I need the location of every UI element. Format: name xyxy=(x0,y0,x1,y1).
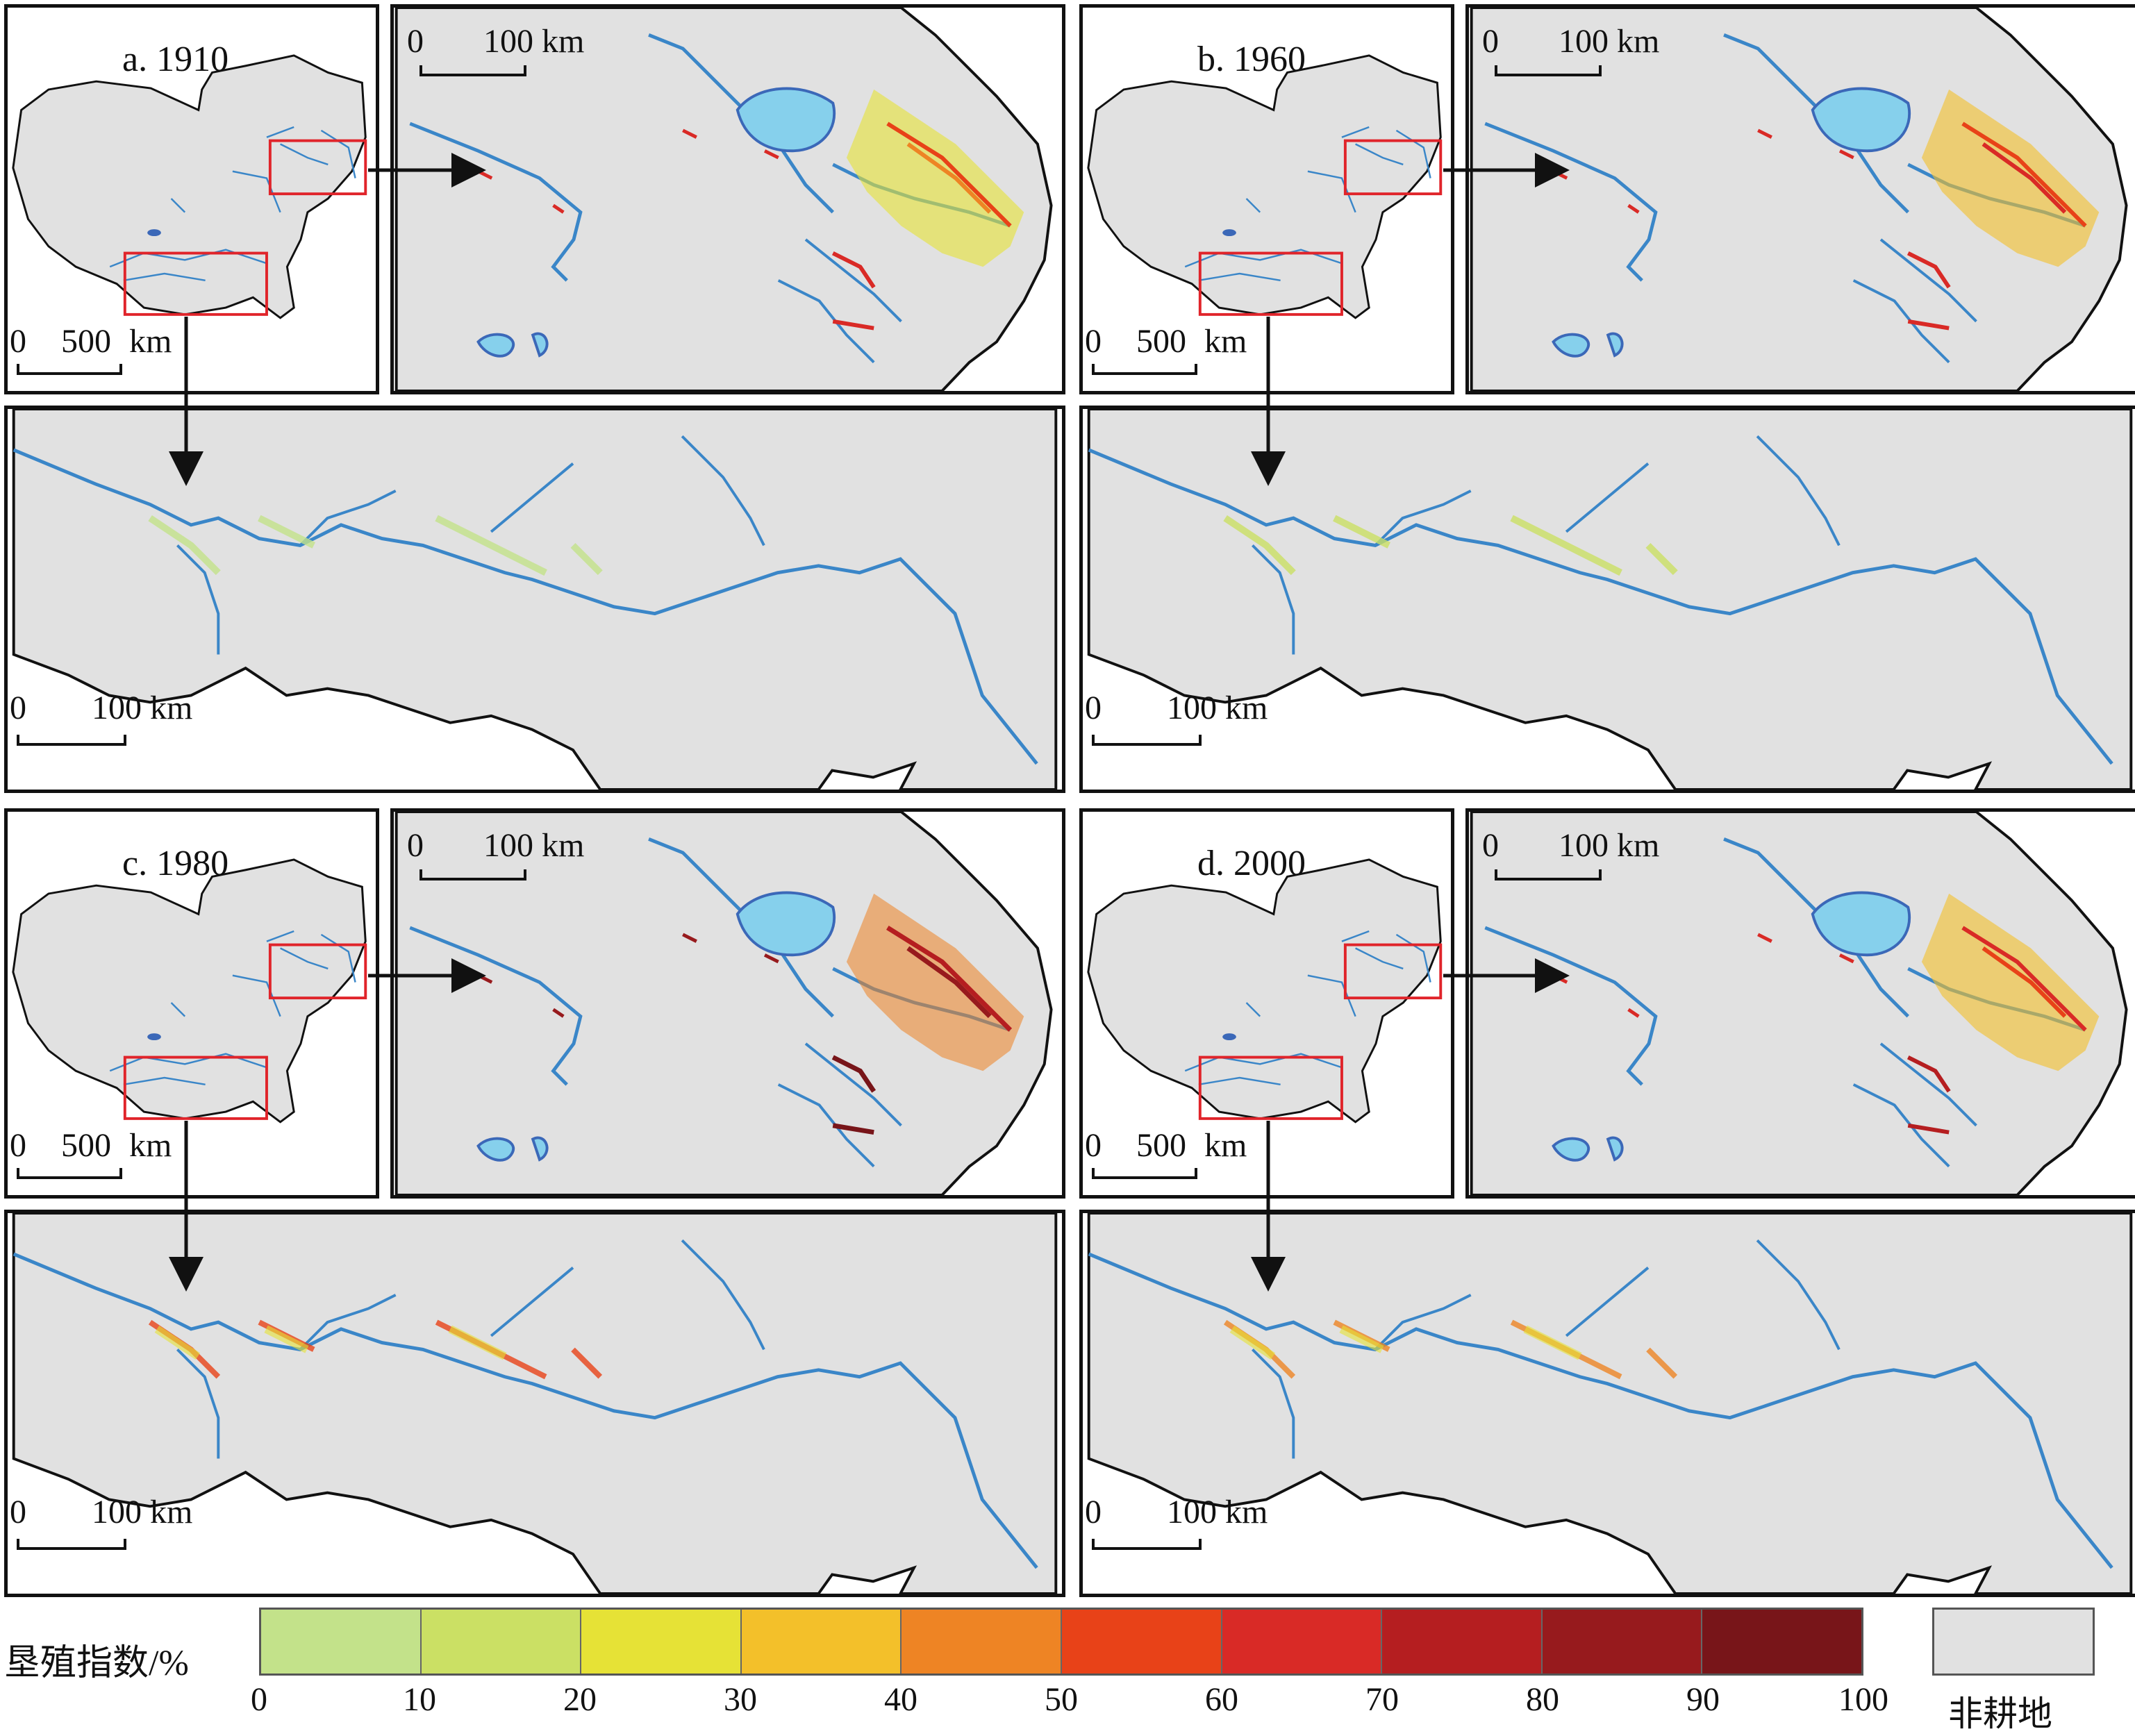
legend-title: 垦殖指数/% xyxy=(4,1644,189,1683)
overview-map xyxy=(1079,808,1454,1199)
scale-overview-unit: km xyxy=(129,323,172,360)
scale-inset-zero: 0 xyxy=(407,827,424,864)
scale-inset-value: 100 km xyxy=(483,827,585,864)
scale-bottom-bar xyxy=(1092,735,1202,746)
scale-bottom-bar xyxy=(1092,1539,1202,1550)
bottom-map-south xyxy=(1079,406,2135,793)
legend-tick-label: 70 xyxy=(1365,1681,1399,1718)
bottom-south-graphic xyxy=(1087,409,2133,790)
map-panel-a: a. 1910 0 500 km 0 100 km 0 100 km xyxy=(4,4,1065,793)
scale-overview-zero: 0 xyxy=(10,1127,26,1164)
scale-overview-bar xyxy=(17,364,122,375)
bottom-map-south xyxy=(4,1210,1065,1597)
panel-title: b. 1960 xyxy=(1197,40,1306,79)
scale-inset-bar xyxy=(419,869,526,880)
overview-map-graphic xyxy=(12,858,367,1124)
scale-bottom-value: 100 km xyxy=(92,1494,193,1530)
legend-tick-label: 20 xyxy=(563,1681,597,1718)
scale-overview-unit: km xyxy=(1204,323,1247,360)
legend-tick-label: 90 xyxy=(1686,1681,1720,1718)
legend-tick-label: 60 xyxy=(1205,1681,1238,1718)
scale-inset-zero: 0 xyxy=(1482,23,1499,60)
legend-tick-label: 50 xyxy=(1045,1681,1078,1718)
legend-swatch-6 xyxy=(1222,1610,1383,1674)
scale-inset-zero: 0 xyxy=(407,23,424,60)
overview-map xyxy=(4,4,379,394)
bottom-south-graphic xyxy=(12,1213,1058,1594)
legend-nonfarm-label: 非耕地 xyxy=(1948,1694,2052,1733)
scale-overview-zero: 0 xyxy=(1085,1127,1102,1164)
scale-bottom-zero: 0 xyxy=(1085,690,1102,726)
scale-overview-value: 500 xyxy=(1136,1127,1186,1164)
scale-overview-value: 500 xyxy=(61,1127,111,1164)
scale-overview-bar xyxy=(17,1168,122,1179)
legend-swatch-4 xyxy=(902,1610,1062,1674)
scale-bottom-value: 100 km xyxy=(1167,1494,1268,1530)
scale-overview-unit: km xyxy=(129,1127,172,1164)
scale-bottom-value: 100 km xyxy=(92,690,193,726)
inset-northeast-graphic xyxy=(394,8,1053,391)
legend-color-bar xyxy=(259,1608,1863,1676)
inset-northeast-graphic xyxy=(1470,8,2128,391)
legend-swatch-9 xyxy=(1702,1610,1861,1674)
overview-map-graphic xyxy=(1087,54,1443,319)
legend-nonfarm-swatch xyxy=(1932,1608,2095,1676)
map-panel-d: d. 2000 0 500 km 0 100 km 0 100 km xyxy=(1079,808,2135,1597)
scale-overview-unit: km xyxy=(1204,1127,1247,1164)
bottom-map-south xyxy=(1079,1210,2135,1597)
scale-inset-value: 100 km xyxy=(1559,23,1660,60)
legend-tick-label: 0 xyxy=(251,1681,267,1718)
scale-inset-bar xyxy=(1495,869,1602,880)
overview-map xyxy=(1079,4,1454,394)
legend-swatch-7 xyxy=(1382,1610,1543,1674)
overview-map-graphic xyxy=(12,54,367,319)
legend-swatch-5 xyxy=(1061,1610,1222,1674)
legend-tick-label: 40 xyxy=(884,1681,917,1718)
legend-swatch-3 xyxy=(741,1610,902,1674)
scale-bottom-zero: 0 xyxy=(10,690,26,726)
scale-overview-value: 500 xyxy=(61,323,111,360)
inset-map-northeast xyxy=(1465,808,2135,1199)
legend-swatch-1 xyxy=(421,1610,582,1674)
panel-title: c. 1980 xyxy=(122,844,229,883)
legend-swatch-0 xyxy=(261,1610,422,1674)
scale-overview-zero: 0 xyxy=(10,323,26,360)
scale-overview-value: 500 xyxy=(1136,323,1186,360)
bottom-south-graphic xyxy=(1087,1213,2133,1594)
map-panel-b: b. 1960 0 500 km 0 100 km 0 100 km xyxy=(1079,4,2135,793)
inset-northeast-graphic xyxy=(394,812,1053,1195)
inset-map-northeast xyxy=(390,808,1065,1199)
map-panel-c: c. 1980 0 500 km 0 100 km 0 100 km xyxy=(4,808,1065,1597)
scale-overview-zero: 0 xyxy=(1085,323,1102,360)
legend-tick-label: 10 xyxy=(403,1681,436,1718)
scale-bottom-bar xyxy=(17,735,126,746)
bottom-south-graphic xyxy=(12,409,1058,790)
scale-inset-zero: 0 xyxy=(1482,827,1499,864)
legend-tick-label: 80 xyxy=(1526,1681,1559,1718)
scale-bottom-zero: 0 xyxy=(1085,1494,1102,1530)
scale-inset-bar xyxy=(1495,65,1602,76)
scale-bottom-zero: 0 xyxy=(10,1494,26,1530)
overview-map-graphic xyxy=(1087,858,1443,1124)
scale-inset-value: 100 km xyxy=(1559,827,1660,864)
inset-map-northeast xyxy=(1465,4,2135,394)
legend-swatch-8 xyxy=(1542,1610,1703,1674)
scale-bottom-bar xyxy=(17,1539,126,1550)
legend-swatch-2 xyxy=(581,1610,742,1674)
legend-tick-label: 100 xyxy=(1838,1681,1888,1718)
scale-bottom-value: 100 km xyxy=(1167,690,1268,726)
scale-overview-bar xyxy=(1092,1168,1197,1179)
panel-title: a. 1910 xyxy=(122,40,229,79)
inset-northeast-graphic xyxy=(1470,812,2128,1195)
scale-inset-bar xyxy=(419,65,526,76)
bottom-map-south xyxy=(4,406,1065,793)
scale-inset-value: 100 km xyxy=(483,23,585,60)
scale-overview-bar xyxy=(1092,364,1197,375)
panel-title: d. 2000 xyxy=(1197,844,1306,883)
legend-tick-label: 30 xyxy=(724,1681,757,1718)
inset-map-northeast xyxy=(390,4,1065,394)
overview-map xyxy=(4,808,379,1199)
